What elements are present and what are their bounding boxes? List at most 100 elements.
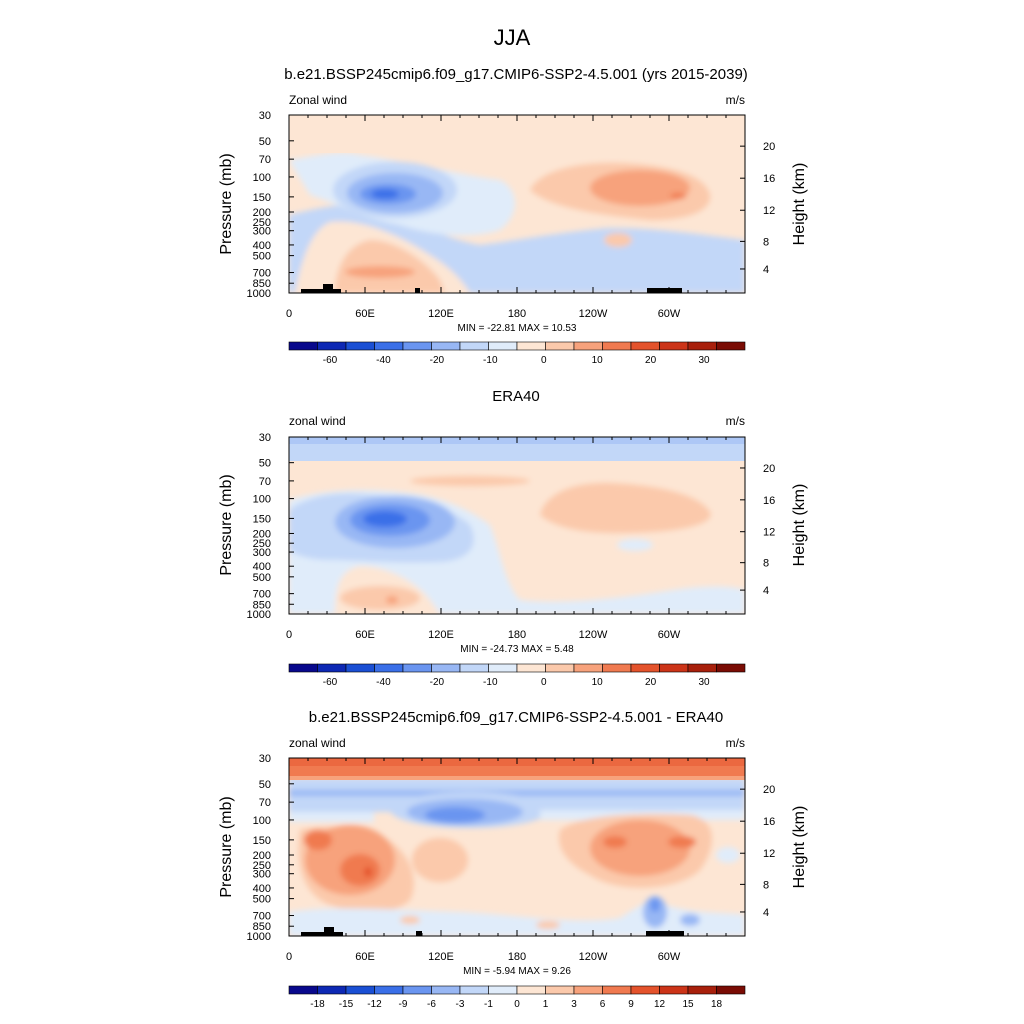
- colorbar-label: -10: [483, 677, 498, 688]
- colorbar-label: -1: [484, 999, 493, 1010]
- x-tick-label: 60W: [658, 308, 681, 320]
- y2-tick-label: 16: [763, 816, 775, 828]
- y-tick-label: 30: [259, 753, 271, 765]
- panel-1-left-string: Zonal wind: [289, 93, 347, 107]
- colorbar-label: 3: [571, 999, 577, 1010]
- colorbar-box: [459, 341, 489, 351]
- colorbar-label: 30: [698, 355, 710, 366]
- y-tick-label: 300: [253, 869, 271, 881]
- y-tick-label: 400: [253, 240, 271, 252]
- colorbar-label: 30: [698, 677, 710, 688]
- x-tick-label: 0: [286, 308, 292, 320]
- y2-tick-label: 16: [763, 495, 775, 507]
- colorbar-box: [602, 663, 632, 673]
- y-tick-label: 500: [253, 572, 271, 584]
- y-tick-label: 700: [253, 589, 271, 601]
- y2-tick-label: 8: [763, 558, 769, 570]
- figure-title: JJA: [494, 25, 531, 50]
- panel-2-colorbar: -60 -40 -20 -10 0 10 20 30: [288, 663, 746, 688]
- colorbar-box: [602, 985, 632, 995]
- y-tick-label: 200: [253, 528, 271, 540]
- y2-tick-label: 4: [763, 264, 769, 276]
- colorbar-box: [573, 663, 603, 673]
- y2-tick-label: 8: [763, 879, 769, 891]
- colorbar-label: 9: [628, 999, 634, 1010]
- y2-tick-label: 12: [763, 848, 775, 860]
- colorbar-box: [459, 663, 489, 673]
- colorbar-box: [516, 985, 546, 995]
- y-tick-label: 250: [253, 538, 271, 550]
- colorbar-label: -10: [483, 355, 498, 366]
- y-tick-label: 1000: [247, 931, 271, 943]
- colorbar-box: [317, 985, 347, 995]
- panel-2-y-axis-label: Pressure (mb): [218, 474, 235, 575]
- colorbar-box: [402, 985, 432, 995]
- colorbar-box: [288, 663, 318, 673]
- y2-tick-label: 20: [763, 463, 775, 475]
- panel-1-plot-area: [288, 114, 746, 294]
- colorbar-label: -20: [430, 355, 445, 366]
- y-tick-label: 500: [253, 251, 271, 263]
- x-tick-label: 60W: [658, 629, 681, 641]
- colorbar-box: [317, 341, 347, 351]
- panel-3-y-axis-label: Pressure (mb): [218, 796, 235, 897]
- colorbar-box: [402, 341, 432, 351]
- panel-1-title: b.e21.BSSP245cmip6.f09_g17.CMIP6-SSP2-4.…: [284, 66, 748, 83]
- colorbar-box: [288, 341, 318, 351]
- panel-2-stats: MIN = -24.73 MAX = 5.48: [460, 644, 574, 655]
- colorbar-label: 12: [654, 999, 666, 1010]
- colorbar-label: -12: [367, 999, 382, 1010]
- colorbar-box: [630, 985, 660, 995]
- colorbar-box: [345, 663, 375, 673]
- x-tick-label: 60E: [355, 308, 375, 320]
- colorbar-box: [459, 985, 489, 995]
- colorbar-box: [545, 663, 575, 673]
- y-tick-label: 150: [253, 192, 271, 204]
- colorbar-label: -40: [376, 355, 391, 366]
- x-tick-label: 60E: [355, 951, 375, 963]
- y-tick-label: 70: [259, 797, 271, 809]
- panel-3-units: m/s: [726, 736, 745, 750]
- colorbar-box: [602, 341, 632, 351]
- y-tick-label: 200: [253, 207, 271, 219]
- colorbar-box: [431, 663, 461, 673]
- panel-2-left-string: zonal wind: [289, 414, 346, 428]
- panel-3-left-string: zonal wind: [289, 736, 346, 750]
- x-tick-label: 60W: [658, 951, 681, 963]
- colorbar-box: [374, 341, 404, 351]
- colorbar-label: -3: [456, 999, 465, 1010]
- y-tick-label: 700: [253, 268, 271, 280]
- colorbar-label: -15: [339, 999, 354, 1010]
- y-tick-label: 850: [253, 599, 271, 611]
- colorbar-label: 20: [645, 355, 657, 366]
- panel-3-stats: MIN = -5.94 MAX = 9.26: [463, 966, 571, 977]
- y-tick-label: 200: [253, 850, 271, 862]
- colorbar-box: [716, 663, 746, 673]
- panel-3: b.e21.BSSP245cmip6.f09_g17.CMIP6-SSP2-4.…: [218, 709, 808, 1010]
- colorbar-box: [687, 341, 717, 351]
- colorbar-box: [659, 663, 689, 673]
- colorbar-box: [317, 663, 347, 673]
- colorbar-box: [345, 985, 375, 995]
- colorbar-label: -60: [323, 355, 338, 366]
- colorbar-box: [488, 985, 518, 995]
- y-tick-label: 50: [259, 136, 271, 148]
- colorbar-box: [545, 985, 575, 995]
- panel-3-title: b.e21.BSSP245cmip6.f09_g17.CMIP6-SSP2-4.…: [309, 709, 723, 726]
- y-tick-label: 100: [253, 494, 271, 506]
- x-tick-label: 180: [508, 629, 526, 641]
- y2-tick-label: 20: [763, 141, 775, 153]
- panel-3-colorbar: -18 -15 -12 -9 -6 -3 -1 0 1 3 6 9 12 15 18: [288, 985, 746, 1010]
- panel-1-y2-axis-label: Height (km): [791, 163, 808, 246]
- colorbar-box: [630, 341, 660, 351]
- colorbar-label: 0: [541, 677, 547, 688]
- colorbar-label: 10: [592, 355, 604, 366]
- y-tick-label: 1000: [247, 609, 271, 621]
- y-tick-label: 400: [253, 561, 271, 573]
- y2-tick-label: 12: [763, 205, 775, 217]
- colorbar-box: [659, 985, 689, 995]
- colorbar-box: [687, 985, 717, 995]
- y-tick-label: 100: [253, 815, 271, 827]
- x-tick-label: 120W: [579, 308, 608, 320]
- y-tick-label: 100: [253, 172, 271, 184]
